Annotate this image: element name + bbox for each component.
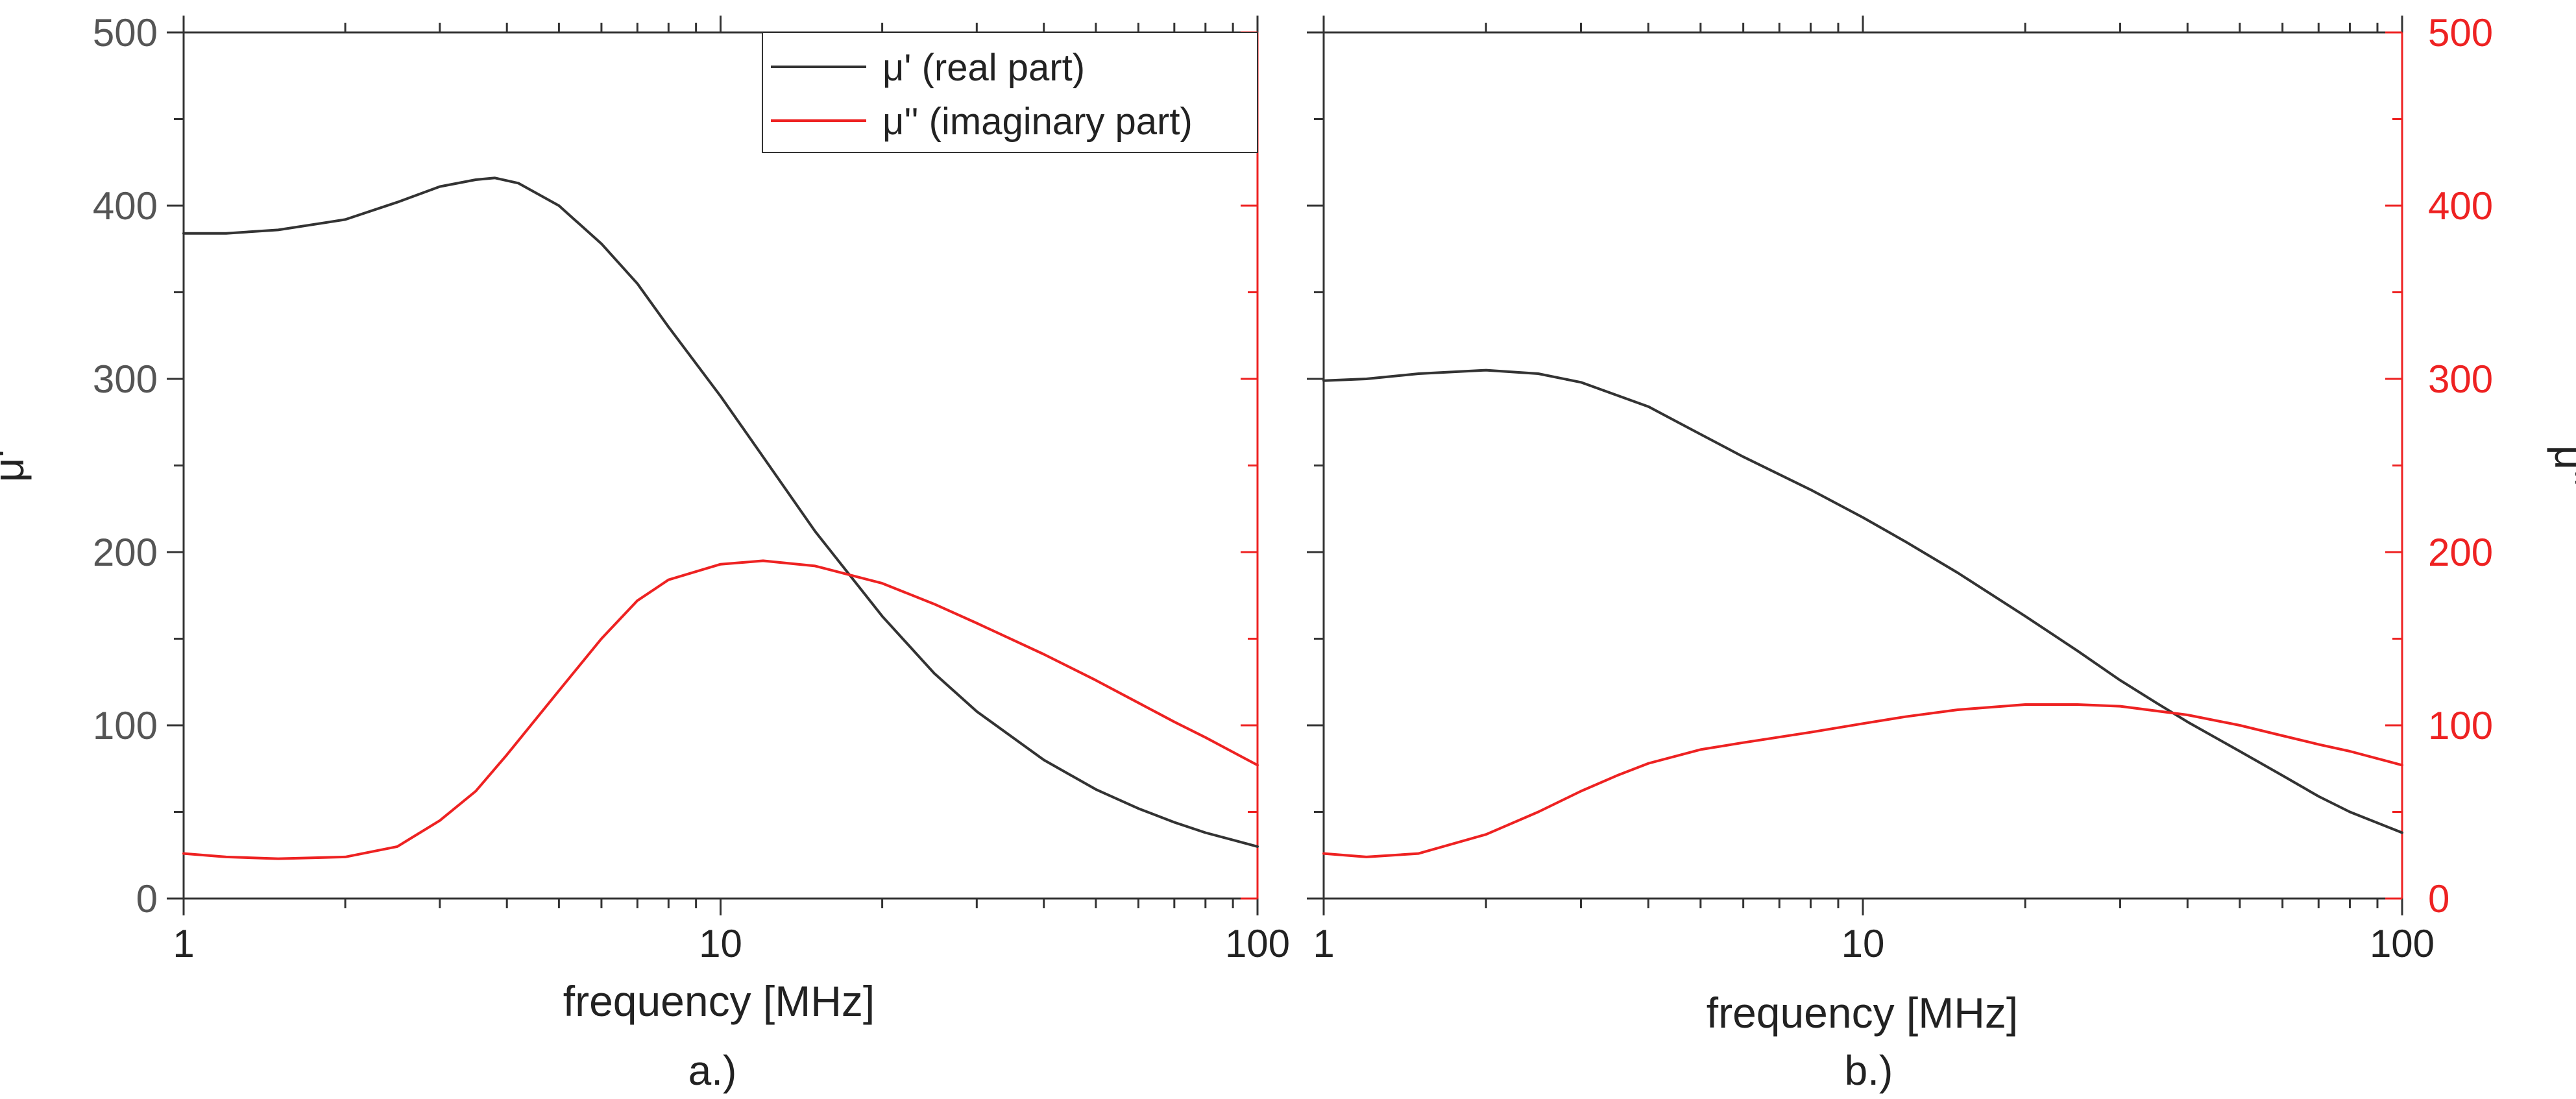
y-tick-label-right: 0 [2428,877,2449,921]
panel-a-ticks: 1 10 100 0 100 200 300 400 500 [93,11,1290,965]
panel-a-xlabel: frequency [MHz] [563,977,875,1025]
x-tick-label: 100 [2370,922,2435,965]
y-tick-label-left: 400 [93,184,158,228]
y-tick-label-right: 300 [2428,357,2493,401]
panel-b-series [1322,368,2403,858]
y-tick-label-left: 100 [93,704,158,747]
x-tick-label: 1 [1313,922,1334,965]
legend-label-imag: μ'' (imaginary part) [882,101,1193,143]
panel-b-ylabel: μ'' [2546,445,2576,486]
y-tick-label-right: 100 [2428,704,2493,747]
legend: μ' (real part) μ'' (imaginary part) [762,32,1258,153]
panel-b-label: b.) [1845,1047,1893,1094]
y-tick-label-left: 300 [93,357,158,401]
panel-a-series [182,176,1259,860]
series-imag-line [182,559,1259,860]
series-real-line [1322,368,2403,834]
legend-label-real: μ' (real part) [882,47,1085,89]
x-tick-label: 1 [173,922,194,965]
x-tick-label: 10 [1841,922,1885,965]
x-tick-label: 100 [1225,922,1290,965]
legend-box [762,32,1258,153]
y-tick-label-left: 0 [136,877,158,921]
x-tick-label: 10 [699,922,742,965]
panel-a-ylabel: μ' [0,450,32,483]
y-tick-label-right: 200 [2428,531,2493,574]
series-imag-line [1322,703,2403,858]
series-real-line [182,176,1259,848]
y-tick-label-left: 200 [93,531,158,574]
panel-a-label: a.) [688,1047,737,1094]
panel-b-xlabel: frequency [MHz] [1707,989,2019,1037]
y-tick-label-left: 500 [93,11,158,54]
panel-a: 1 10 100 0 100 200 300 400 500 μ' frequency [MHz… [0,11,1290,1094]
y-tick-label-right: 500 [2428,11,2493,54]
y-tick-label-right: 400 [2428,184,2493,228]
